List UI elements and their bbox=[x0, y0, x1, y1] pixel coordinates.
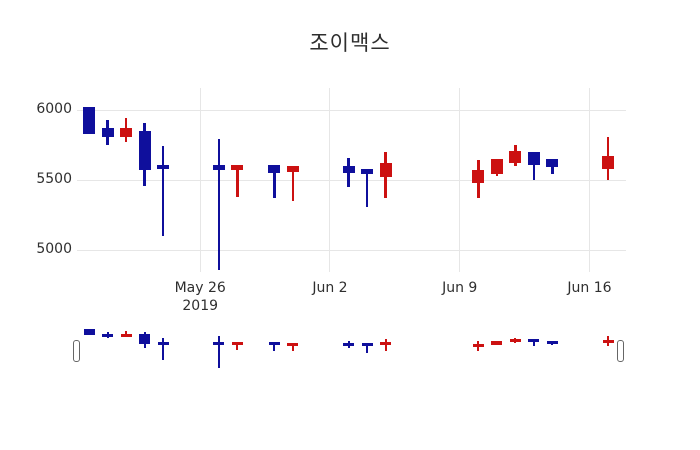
mini-candle-wick bbox=[384, 339, 387, 351]
candle-body bbox=[490, 159, 503, 175]
mini-candle-body bbox=[528, 339, 540, 343]
gridline-horizontal bbox=[77, 249, 626, 251]
mini-candle-wick bbox=[495, 341, 498, 346]
gridline-vertical bbox=[459, 88, 461, 272]
mini-candle-wick bbox=[514, 337, 517, 343]
candle-wick bbox=[365, 168, 369, 207]
candle-wick bbox=[384, 152, 387, 199]
candle-body bbox=[231, 164, 244, 171]
y-tick-label: 6000 bbox=[36, 101, 72, 117]
mini-candle-wick bbox=[347, 340, 350, 348]
x-tick-label: Jun 16 bbox=[567, 280, 612, 296]
candle-wick bbox=[87, 107, 91, 134]
mini-candle-body bbox=[231, 342, 243, 346]
candle-body bbox=[157, 164, 170, 169]
mini-candle-body bbox=[268, 342, 280, 346]
mini-candle-wick bbox=[532, 339, 535, 347]
candle-body bbox=[101, 128, 114, 137]
mini-candle-wick bbox=[551, 341, 554, 345]
candle-body bbox=[472, 170, 485, 183]
gridline-vertical bbox=[588, 88, 590, 272]
mini-candle-wick bbox=[106, 331, 109, 338]
candle-wick bbox=[606, 136, 610, 180]
candle-wick bbox=[124, 118, 128, 143]
candle-body bbox=[342, 166, 355, 173]
candle-body bbox=[286, 166, 299, 172]
y-tick-label: 5000 bbox=[36, 241, 72, 257]
mini-candle-body bbox=[602, 340, 614, 344]
mini-candle-body bbox=[287, 342, 299, 346]
candle-body bbox=[527, 152, 540, 165]
mini-candle-body bbox=[546, 341, 558, 345]
candle-body bbox=[83, 107, 95, 134]
candle-body bbox=[602, 156, 614, 169]
chart-title: 조이맥스 bbox=[309, 31, 391, 55]
candle-body bbox=[212, 164, 225, 171]
mini-candle-body bbox=[102, 333, 114, 337]
mini-candle-wick bbox=[162, 338, 165, 360]
x-tick-label: Jun 2 bbox=[312, 280, 348, 296]
mini-candle-body bbox=[343, 342, 354, 346]
x-tick-label: May 26 bbox=[174, 280, 226, 296]
gridline-horizontal bbox=[77, 109, 626, 111]
candle-wick bbox=[106, 119, 109, 145]
mini-candle-wick bbox=[217, 336, 220, 368]
candle-wick bbox=[291, 166, 295, 201]
mini-candle-body bbox=[361, 343, 373, 347]
x-tick-label: Jun 9 bbox=[442, 280, 478, 296]
mini-candle-body bbox=[380, 342, 392, 346]
rangeslider-handle-right[interactable] bbox=[617, 340, 624, 362]
candle-body bbox=[138, 131, 151, 171]
mini-candle-body bbox=[157, 342, 169, 346]
mini-candle-body bbox=[139, 334, 151, 344]
rangeslider-handle-left[interactable] bbox=[73, 340, 80, 362]
candle-body bbox=[361, 168, 374, 175]
candle-body bbox=[379, 163, 392, 178]
mini-candle-body bbox=[83, 328, 95, 336]
candle-wick bbox=[551, 159, 554, 175]
mini-candle-wick bbox=[143, 332, 146, 348]
mini-candle-wick bbox=[477, 341, 480, 351]
mini-candle-wick bbox=[88, 328, 90, 336]
gridline-vertical bbox=[199, 88, 201, 272]
candle-body bbox=[546, 159, 559, 168]
candle-wick bbox=[143, 122, 146, 186]
candle-wick bbox=[532, 152, 536, 180]
mini-candle-body bbox=[509, 339, 521, 343]
candle-body bbox=[268, 164, 281, 173]
mini-candle-wick bbox=[125, 331, 128, 338]
mini-candle-body bbox=[120, 333, 132, 337]
candle-body bbox=[509, 150, 522, 164]
candle-wick bbox=[347, 157, 350, 187]
mini-candle-body bbox=[491, 341, 503, 345]
y-tick-label: 5500 bbox=[36, 171, 72, 187]
mini-candle-wick bbox=[366, 343, 369, 353]
mini-candle-wick bbox=[273, 342, 276, 351]
x-tick-sublabel: 2019 bbox=[182, 298, 219, 314]
gridline-vertical bbox=[329, 88, 331, 272]
mini-candle-body bbox=[213, 342, 225, 346]
candle-body bbox=[120, 128, 133, 137]
mini-candle-wick bbox=[236, 342, 239, 351]
candle-wick bbox=[236, 164, 239, 197]
candle-wick bbox=[161, 146, 165, 236]
mini-candle-wick bbox=[291, 342, 294, 352]
candle-wick bbox=[495, 159, 499, 176]
candle-wick bbox=[514, 145, 517, 166]
gridline-horizontal bbox=[77, 179, 626, 181]
mini-candle-wick bbox=[607, 335, 609, 347]
mini-candle-body bbox=[472, 343, 484, 347]
candle-wick bbox=[273, 164, 276, 199]
